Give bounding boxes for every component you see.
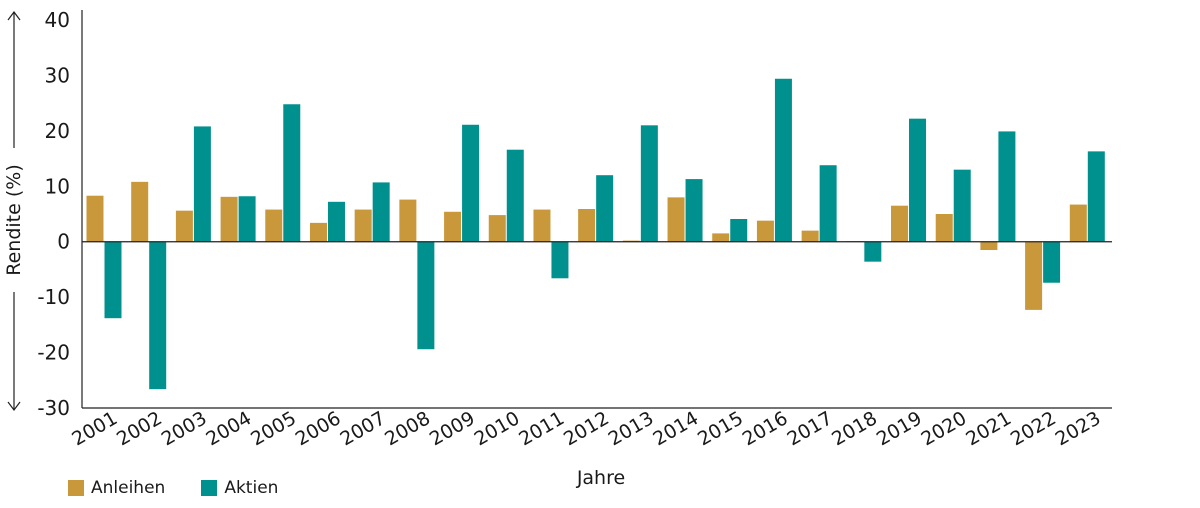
y-tick-label-20: 20	[45, 119, 70, 143]
bar-anleihen-2004	[220, 196, 238, 242]
bar-anleihen-2010	[488, 215, 506, 242]
bar-aktien-2004	[238, 196, 256, 242]
bar-aktien-2022	[1043, 241, 1061, 283]
x-tick-label-2013: 2013	[605, 407, 658, 450]
bar-anleihen-2006	[309, 222, 327, 242]
x-tick-label-2020: 2020	[918, 407, 971, 450]
x-tick-label-2019: 2019	[873, 407, 926, 450]
legend-item-aktien: Aktien	[201, 478, 278, 498]
x-tick-label-2009: 2009	[426, 407, 479, 450]
x-axis-title: Jahre	[576, 467, 625, 489]
bar-aktien-2010	[506, 149, 524, 242]
x-tick-label-2004: 2004	[202, 407, 255, 450]
x-tick-label-2010: 2010	[471, 407, 524, 450]
axes-group	[81, 10, 1112, 409]
bar-anleihen-2014	[667, 197, 685, 242]
x-tick-label-2021: 2021	[962, 407, 1015, 450]
bar-anleihen-2007	[354, 209, 372, 242]
x-tick-label-2012: 2012	[560, 407, 613, 450]
bar-anleihen-2012	[578, 209, 596, 242]
bar-aktien-2006	[327, 201, 345, 242]
bar-aktien-2019	[909, 118, 927, 242]
y-axis-title: Rendite (%)	[3, 164, 25, 275]
bar-aktien-2009	[462, 124, 480, 242]
x-tick-label-2008: 2008	[381, 407, 434, 450]
bar-aktien-2014	[685, 179, 703, 242]
arrow-down-icon	[7, 401, 21, 411]
legend-swatch-aktien	[201, 480, 218, 496]
bar-aktien-2015	[730, 218, 748, 242]
y-tick-label--20: -20	[37, 341, 70, 365]
bar-aktien-2018	[864, 241, 882, 262]
legend-label-aktien: Aktien	[224, 478, 279, 498]
bar-aktien-2012	[596, 175, 614, 242]
x-tick-label-2023: 2023	[1052, 407, 1105, 450]
x-tick-label-2007: 2007	[336, 407, 389, 450]
bar-anleihen-2020	[935, 214, 953, 242]
bar-anleihen-2011	[533, 209, 551, 242]
y-ticks-group: -30 -20 -10 0 10 20 30 40	[37, 8, 70, 420]
bar-aktien-2008	[417, 241, 435, 350]
bar-aktien-2001	[104, 241, 122, 319]
x-tick-label-2001: 2001	[68, 407, 121, 450]
y-tick-label-40: 40	[45, 8, 70, 32]
bar-anleihen-2008	[399, 199, 417, 242]
legend-swatch-anleihen	[68, 480, 84, 496]
y-tick-label-10: 10	[45, 174, 70, 198]
x-tick-label-2014: 2014	[649, 407, 702, 450]
y-tick-label-0: 0	[57, 230, 70, 254]
x-ticks-group: 2001200220032004200520062007200820092010…	[68, 407, 1104, 450]
bar-anleihen-2002	[131, 181, 149, 242]
bar-anleihen-2005	[265, 209, 283, 242]
bar-anleihen-2003	[175, 210, 193, 242]
legend-label-anleihen: Anleihen	[91, 478, 166, 498]
bar-anleihen-2017	[801, 230, 819, 242]
bar-aktien-2003	[193, 126, 211, 242]
bar-aktien-2005	[283, 104, 301, 242]
x-tick-label-2011: 2011	[515, 407, 568, 450]
x-tick-label-2016: 2016	[739, 407, 792, 450]
y-axis-title-group: Rendite (%)	[3, 11, 25, 411]
bar-aktien-2017	[819, 165, 837, 242]
bar-anleihen-2016	[756, 220, 774, 242]
bar-aktien-2002	[149, 241, 167, 390]
bar-aktien-2011	[551, 241, 569, 279]
bar-anleihen-2001	[86, 195, 104, 242]
x-tick-label-2022: 2022	[1007, 407, 1060, 450]
x-tick-label-2018: 2018	[828, 407, 881, 450]
arrow-up-icon	[7, 11, 21, 21]
bar-anleihen-2022	[1025, 241, 1043, 310]
bar-anleihen-2023	[1069, 204, 1087, 242]
bar-anleihen-2019	[891, 205, 909, 242]
bar-anleihen-2015	[712, 233, 730, 242]
x-tick-label-2015: 2015	[694, 407, 747, 450]
y-tick-label--10: -10	[37, 285, 70, 309]
bar-aktien-2020	[953, 169, 971, 242]
bar-aktien-2013	[640, 125, 658, 242]
x-tick-label-2005: 2005	[247, 407, 300, 450]
bars-group	[86, 78, 1105, 390]
bar-anleihen-2021	[980, 241, 998, 251]
x-tick-label-2017: 2017	[783, 407, 836, 450]
y-tick-label-30: 30	[45, 63, 70, 87]
x-tick-label-2003: 2003	[158, 407, 211, 450]
x-tick-label-2006: 2006	[292, 407, 345, 450]
bar-aktien-2023	[1087, 151, 1105, 242]
bar-aktien-2016	[774, 78, 792, 242]
bar-anleihen-2009	[444, 211, 462, 242]
x-tick-label-2002: 2002	[113, 407, 166, 450]
legend: Anleihen Aktien	[68, 478, 314, 498]
bar-aktien-2021	[998, 131, 1016, 242]
legend-item-anleihen: Anleihen	[68, 478, 165, 498]
bar-aktien-2007	[372, 182, 390, 242]
y-tick-label--30: -30	[37, 396, 70, 420]
